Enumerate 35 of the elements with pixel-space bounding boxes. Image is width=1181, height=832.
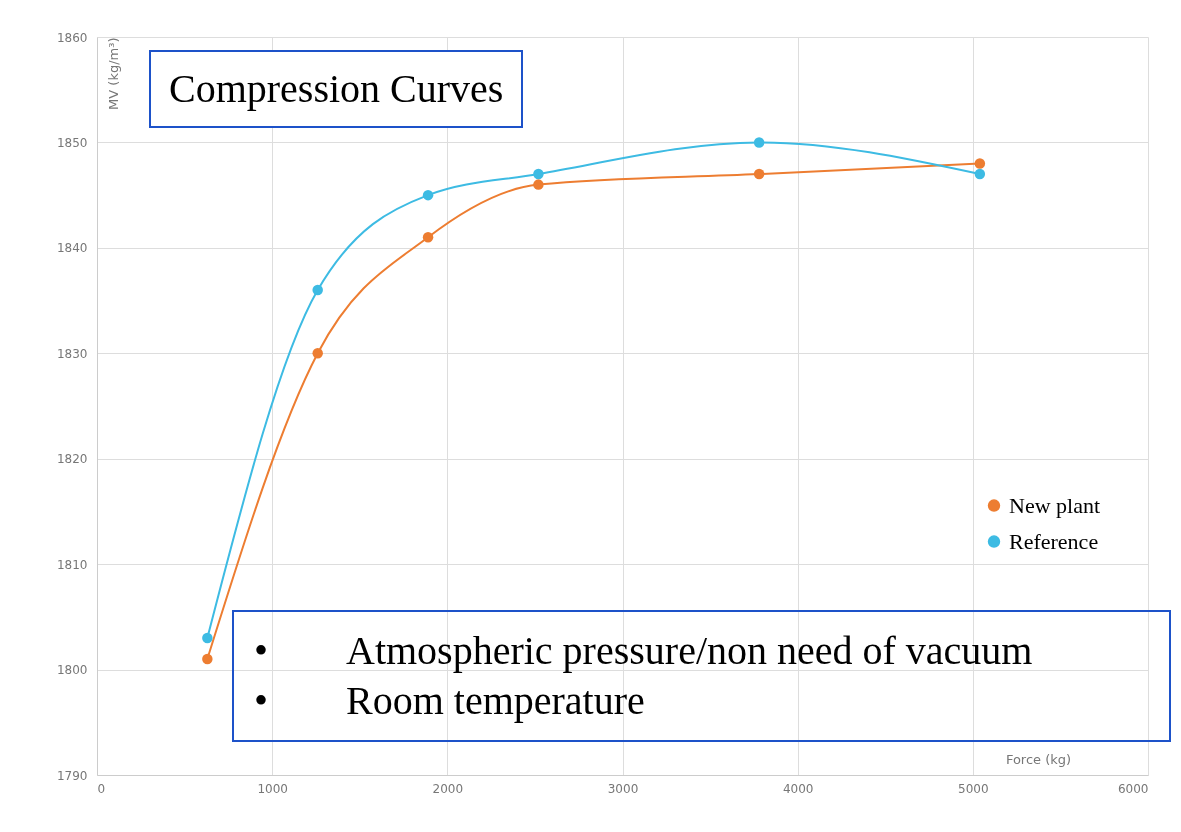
point [422, 189, 434, 201]
x-tick-label: 3000 [607, 781, 639, 796]
point [974, 158, 986, 169]
annotation: • Room temperature [254, 677, 646, 725]
y-tick-label: 1830 [56, 346, 88, 361]
y-tick-label: 1810 [56, 557, 88, 572]
point [753, 137, 765, 148]
x-tick-label: 2000 [432, 781, 464, 796]
point [202, 632, 213, 644]
legend-label: Reference [1009, 528, 1099, 554]
y-tick-label: 1790 [56, 768, 88, 783]
y-tick-label: 1800 [56, 663, 88, 678]
text-frame: • Atmospheric pressure/non need of vacuum • Room temperature [232, 610, 1171, 742]
x-tick-label: 6000 [1117, 781, 1149, 796]
x-tick-label: 4000 [782, 781, 814, 796]
legend-label: New plant [1009, 492, 1101, 518]
y-tick-label: 1820 [56, 452, 88, 467]
point [533, 179, 544, 190]
y-tick-label: 1850 [56, 135, 88, 150]
point [202, 653, 213, 665]
x-axis-title: Force (kg) [1005, 751, 1072, 767]
point [753, 168, 765, 180]
point [974, 168, 986, 180]
title-frame: Compression Curves [149, 50, 524, 128]
y-tick-label: 1860 [56, 30, 88, 45]
x-tick-label: 0 [97, 781, 106, 796]
y-tick-label: 1840 [56, 241, 88, 256]
x-tick-label: 5000 [958, 781, 989, 796]
annotation: • Atmospheric pressure/non need of vacuum [254, 627, 1034, 675]
point [312, 348, 323, 359]
point [312, 284, 323, 296]
x-tick-label: 1000 [257, 781, 288, 796]
y-axis-title: MV (kg/m³) [105, 37, 121, 110]
point [422, 232, 434, 243]
point [533, 168, 544, 180]
